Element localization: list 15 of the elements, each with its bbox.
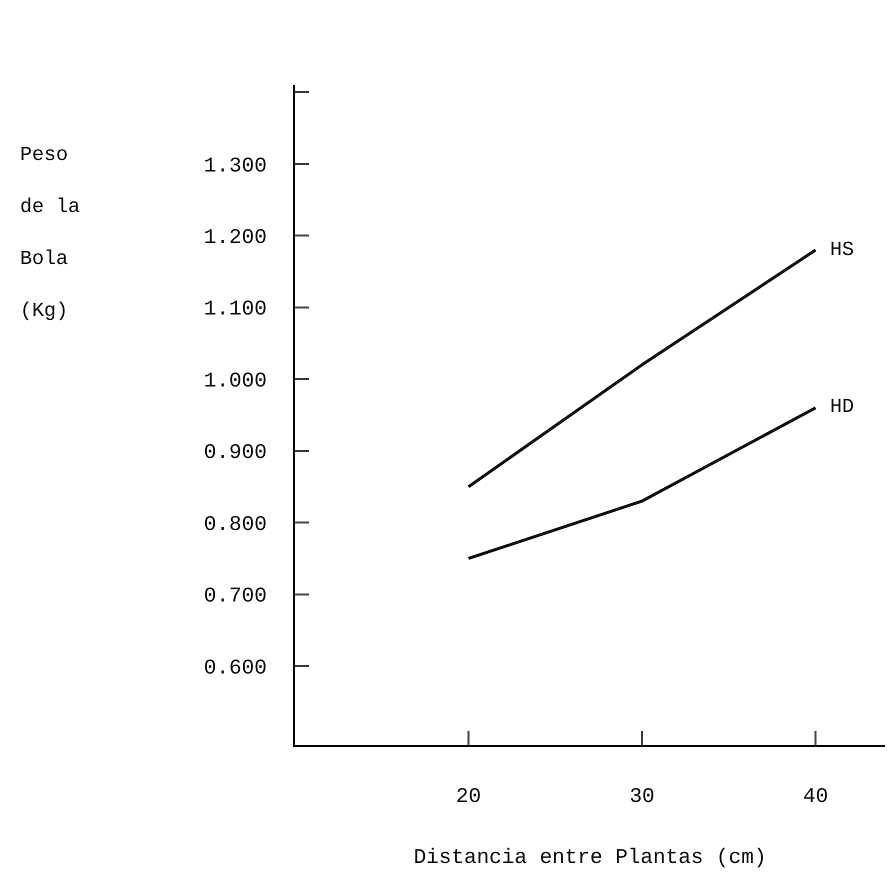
x-tick-label: 30 [629,786,655,810]
x-tick-label: 20 [456,786,482,810]
series-label: HS [830,239,854,262]
y-tick-label: 0.800 [204,514,267,537]
y-tick-label: 1.300 [204,155,267,178]
y-tick-label: 1.000 [204,370,267,394]
y-tick-label: 1.200 [204,227,267,250]
y-tick-label: 0.700 [204,586,267,609]
text: Peso de la Bola (Kg) [20,144,80,323]
x-axis-title: Distancia entre Plantas (cm) [414,846,766,870]
y-tick-label: 0.900 [204,442,267,466]
x-tick-label: 40 [802,786,828,810]
y-tick-label: 0.600 [204,657,267,680]
series-label: HD [830,396,854,419]
y-tick-label: 1.100 [204,298,267,322]
